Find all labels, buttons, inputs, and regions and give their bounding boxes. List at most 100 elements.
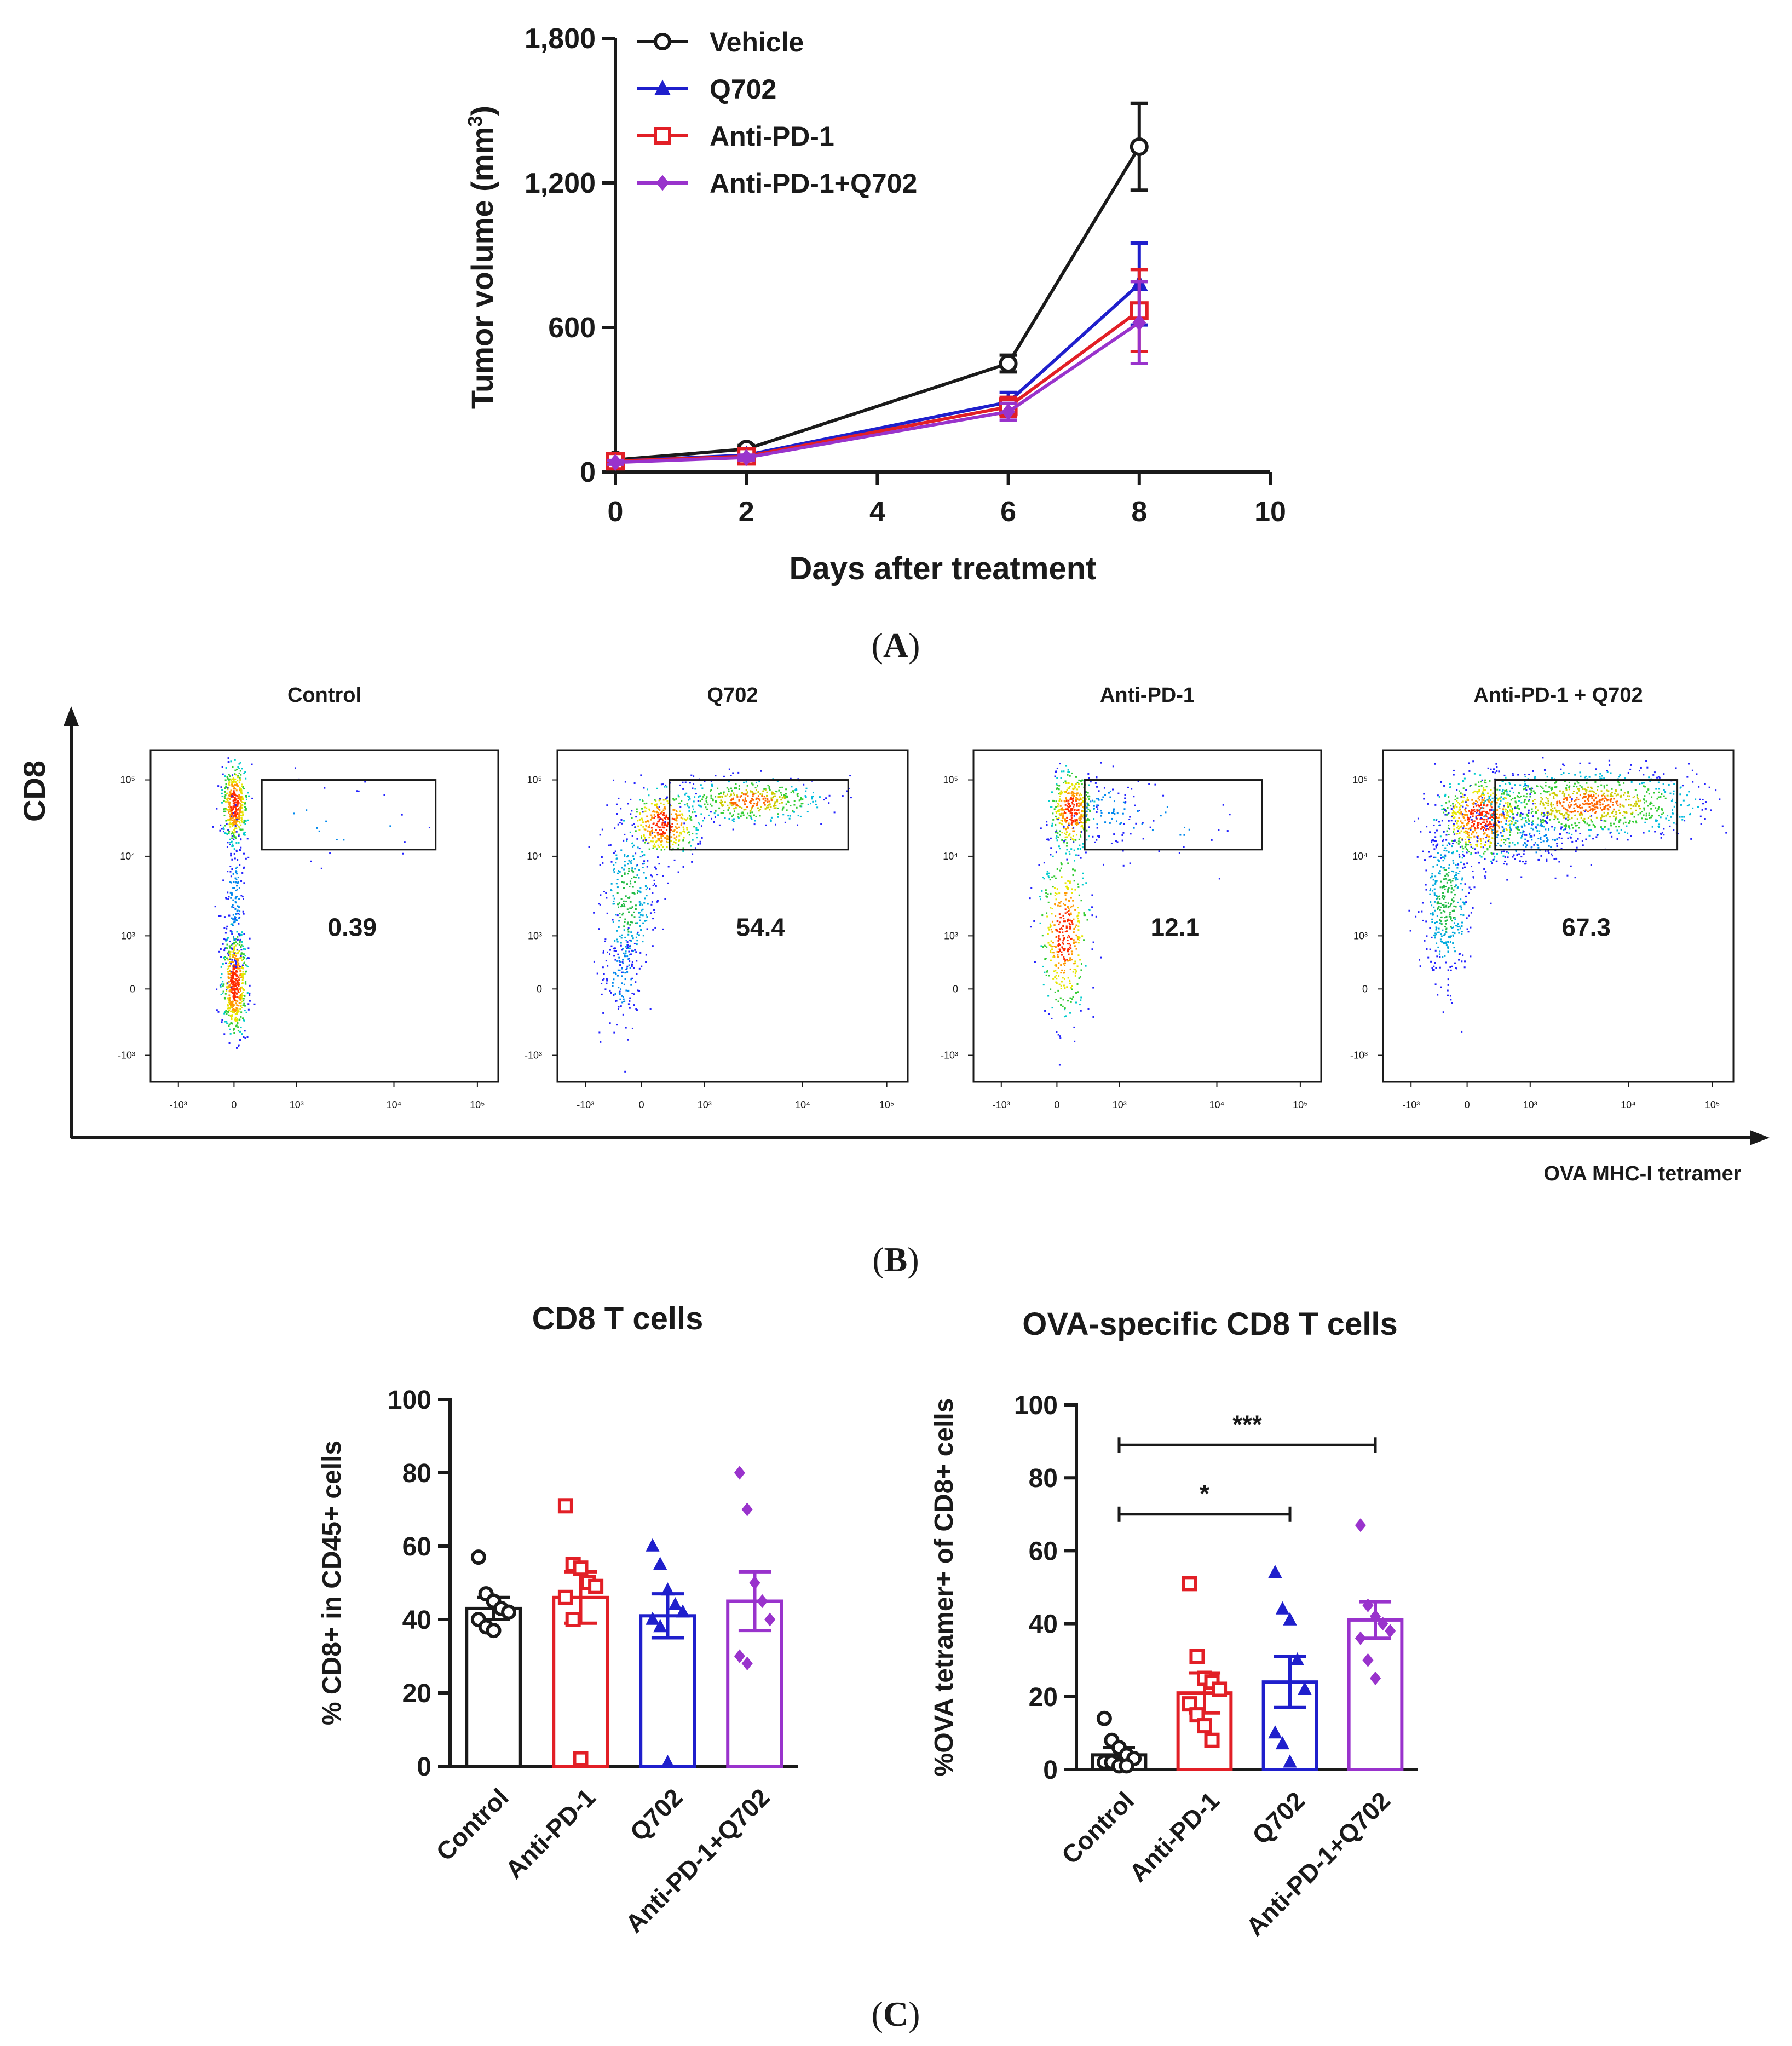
event-dot <box>1518 829 1520 831</box>
event-dot <box>1091 914 1093 917</box>
y-tick-label: 10³ <box>121 930 135 941</box>
event-dot <box>1075 924 1077 926</box>
event-dot <box>240 789 243 792</box>
event-dot <box>613 868 615 870</box>
event-dot <box>235 919 238 921</box>
event-dot <box>231 931 233 933</box>
event-dot <box>1479 823 1482 825</box>
event-dot <box>247 1008 250 1011</box>
event-dot <box>1501 791 1503 793</box>
event-dot <box>1470 854 1472 856</box>
event-dot <box>646 807 648 809</box>
event-dot <box>613 1031 615 1034</box>
event-dot <box>1064 791 1066 793</box>
event-dot <box>1623 794 1625 796</box>
event-dot <box>639 887 642 889</box>
event-dot <box>220 985 222 988</box>
event-dot <box>656 787 658 789</box>
event-dot <box>1047 838 1050 840</box>
event-dot <box>1064 892 1066 894</box>
event-dot <box>1568 772 1570 774</box>
event-dot <box>632 871 635 873</box>
event-dot <box>1500 839 1502 842</box>
event-dot <box>1079 797 1081 799</box>
event-dot <box>678 796 680 798</box>
event-dot <box>240 1004 242 1006</box>
event-dot <box>625 952 627 954</box>
event-dot <box>724 817 726 819</box>
event-dot <box>661 833 663 835</box>
event-dot <box>1439 950 1441 953</box>
event-dot <box>1619 818 1621 820</box>
event-dot <box>1589 803 1591 805</box>
event-dot <box>1078 838 1080 840</box>
event-dot <box>614 993 616 995</box>
event-dot <box>767 798 769 800</box>
event-dot <box>1517 843 1519 845</box>
event-dot <box>1536 830 1539 832</box>
event-dot <box>646 920 648 922</box>
event-dot <box>598 928 600 930</box>
event-dot <box>702 820 704 822</box>
event-dot <box>1075 992 1077 994</box>
event-dot <box>1506 810 1508 812</box>
event-dot <box>235 774 237 776</box>
event-dot <box>1081 846 1084 849</box>
event-dot <box>1057 954 1059 956</box>
event-dot <box>792 790 794 792</box>
event-dot <box>1063 800 1065 802</box>
event-dot <box>1467 817 1470 819</box>
event-dot <box>752 783 754 786</box>
event-dot <box>660 802 662 804</box>
event-dot <box>1620 794 1622 797</box>
event-dot <box>1505 810 1507 812</box>
event-dot <box>229 1000 231 1002</box>
event-dot <box>1573 804 1575 806</box>
event-dot <box>229 973 231 975</box>
event-dot <box>234 773 236 775</box>
event-dot <box>660 835 662 837</box>
event-dot <box>1048 877 1050 879</box>
event-dot <box>1061 820 1063 822</box>
event-dot <box>735 787 737 789</box>
event-dot <box>237 797 239 799</box>
event-dot <box>1490 823 1493 826</box>
event-dot <box>693 808 695 810</box>
event-dot <box>1649 780 1651 782</box>
event-dot <box>245 857 247 860</box>
event-dot <box>227 987 229 989</box>
event-dot <box>623 983 625 985</box>
event-dot <box>1496 788 1499 791</box>
event-dot <box>1607 804 1610 806</box>
event-dot <box>235 842 238 844</box>
event-dot <box>1188 828 1190 831</box>
event-dot <box>1050 925 1052 927</box>
event-dot <box>1486 792 1489 794</box>
event-dot <box>682 781 684 783</box>
event-dot <box>713 821 715 823</box>
event-dot <box>610 945 613 947</box>
event-dot <box>1460 826 1462 828</box>
event-dot <box>1501 814 1503 816</box>
flow-plot-title: Q702 <box>707 684 758 707</box>
event-dot <box>1491 814 1493 816</box>
event-dot <box>800 803 803 805</box>
event-dot <box>686 832 688 834</box>
event-dot <box>1059 948 1062 950</box>
event-dot <box>1603 806 1605 808</box>
event-dot <box>1584 788 1586 791</box>
event-dot <box>1064 812 1067 814</box>
event-dot <box>1570 811 1572 814</box>
event-dot <box>652 929 654 931</box>
event-dot <box>763 790 765 792</box>
event-dot <box>223 916 226 918</box>
event-dot <box>1532 790 1535 792</box>
event-dot <box>636 874 638 877</box>
event-dot <box>657 816 659 819</box>
event-dot <box>244 1005 246 1007</box>
event-dot <box>1137 810 1139 812</box>
event-dot <box>1471 825 1473 827</box>
event-dot <box>1067 862 1069 864</box>
event-dot <box>662 821 664 823</box>
event-dot <box>1443 808 1445 810</box>
